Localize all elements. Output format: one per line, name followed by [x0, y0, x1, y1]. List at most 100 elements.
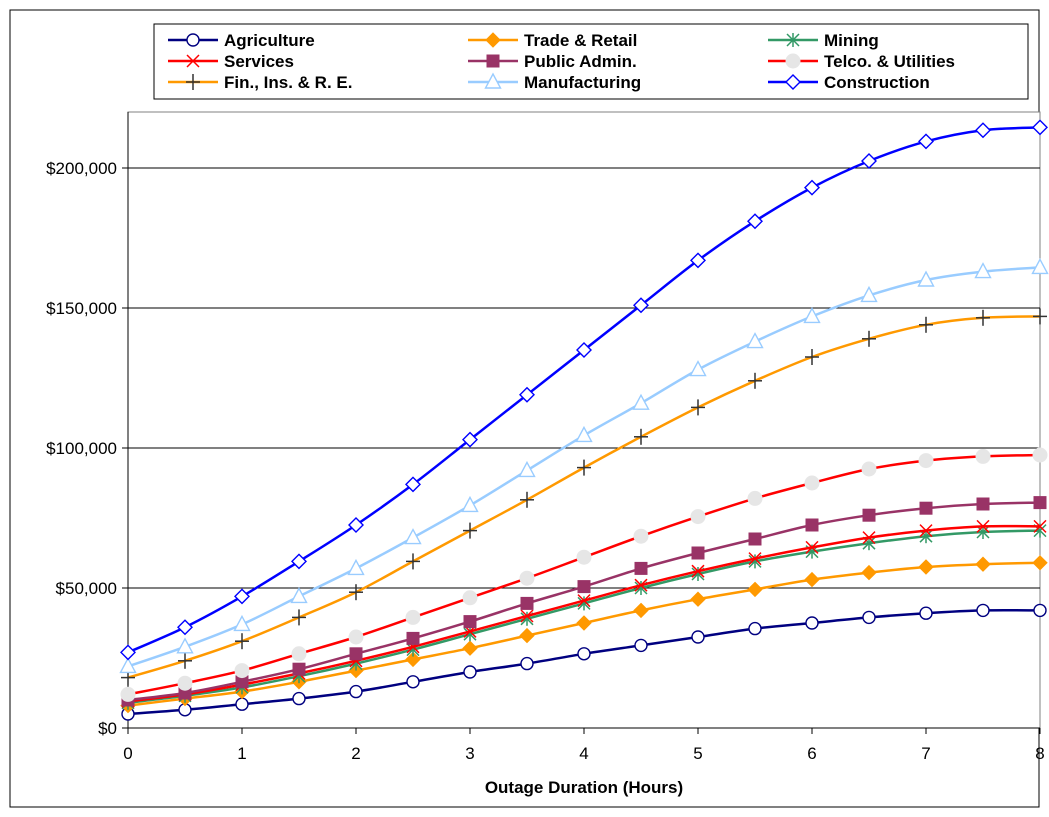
data-point-agriculture — [235, 697, 249, 711]
data-point-manufacturing — [746, 332, 764, 349]
series-group — [119, 119, 1049, 721]
data-point-telco-utilities — [576, 549, 592, 565]
data-point-manufacturing — [917, 270, 935, 287]
legend-item-manufacturing: Manufacturing — [468, 72, 641, 92]
legend-marker-manufacturing — [484, 72, 502, 89]
data-point-fin-ins-r-e — [805, 349, 819, 365]
data-point-telco-utilities — [234, 663, 250, 679]
data-point-construction — [861, 153, 877, 169]
data-point-manufacturing — [689, 360, 707, 377]
data-point-public-admin — [634, 561, 648, 575]
data-point-construction — [120, 644, 136, 661]
data-point-agriculture — [520, 656, 534, 671]
data-point-agriculture — [349, 684, 363, 699]
legend-marker-trade-retail — [485, 32, 501, 48]
data-point-trade-retail — [975, 556, 991, 572]
data-point-telco-utilities — [1032, 447, 1048, 463]
data-point-manufacturing — [176, 637, 194, 654]
data-point-trade-retail — [690, 591, 706, 607]
data-point-manufacturing — [575, 425, 593, 443]
y-tick-label: $150,000 — [46, 299, 117, 318]
legend-marker-mining — [786, 33, 800, 47]
legend-label-mining: Mining — [824, 31, 879, 50]
legend-label-trade-retail: Trade & Retail — [524, 31, 637, 50]
data-point-public-admin — [805, 518, 819, 532]
y-tick-label: $100,000 — [46, 439, 117, 458]
data-point-fin-ins-r-e — [1033, 308, 1047, 325]
legend-item-mining: Mining — [768, 31, 879, 50]
x-tick-label: 5 — [693, 744, 702, 763]
data-point-manufacturing — [347, 558, 365, 576]
data-point-agriculture — [862, 610, 876, 625]
data-point-manufacturing — [860, 285, 878, 303]
legend-marker-services — [186, 54, 200, 68]
data-point-public-admin — [919, 501, 933, 515]
series-services — [121, 519, 1047, 708]
data-point-trade-retail — [519, 627, 535, 644]
data-point-agriculture — [292, 691, 306, 706]
series-manufacturing — [119, 257, 1049, 674]
data-point-trade-retail — [405, 651, 421, 668]
data-point-fin-ins-r-e — [406, 553, 420, 570]
data-point-manufacturing — [518, 460, 536, 478]
legend-marker-fin-ins-r-e — [186, 74, 200, 90]
data-point-agriculture — [406, 675, 420, 689]
data-point-construction — [975, 122, 991, 139]
data-point-telco-utilities — [462, 590, 478, 606]
series-construction — [120, 119, 1048, 661]
data-point-telco-utilities — [690, 509, 706, 525]
legend-item-telco-utilities: Telco. & Utilities — [768, 52, 955, 71]
data-point-services — [520, 609, 534, 623]
data-point-fin-ins-r-e — [292, 609, 306, 626]
data-point-public-admin — [748, 532, 762, 546]
legend-item-fin-ins-r-e: Fin., Ins. & R. E. — [168, 73, 352, 92]
data-point-telco-utilities — [519, 570, 535, 586]
data-point-fin-ins-r-e — [235, 633, 249, 650]
x-axis-title: Outage Duration (Hours) — [485, 778, 683, 797]
data-point-agriculture — [691, 630, 705, 644]
data-point-fin-ins-r-e — [919, 316, 933, 333]
data-point-telco-utilities — [177, 675, 193, 691]
data-point-telco-utilities — [747, 490, 763, 506]
data-point-telco-utilities — [405, 609, 421, 625]
data-point-fin-ins-r-e — [862, 330, 876, 347]
legend: Agriculture Trade & Retail Mining Services P… — [168, 31, 955, 92]
data-point-fin-ins-r-e — [463, 522, 477, 539]
data-point-services — [919, 524, 933, 538]
x-tick-label: 8 — [1035, 744, 1044, 763]
data-point-services — [691, 564, 705, 578]
data-point-trade-retail — [633, 602, 649, 619]
data-point-telco-utilities — [348, 629, 364, 645]
data-point-construction — [405, 476, 421, 493]
x-tick-label: 1 — [237, 744, 246, 763]
x-tick-label: 0 — [123, 744, 132, 763]
y-axis-ticks: $0 $50,000 $100,000 $150,000 $200,000 — [46, 159, 128, 738]
data-point-telco-utilities — [633, 528, 649, 544]
data-point-manufacturing — [461, 495, 479, 513]
data-point-construction — [348, 517, 364, 533]
data-point-manufacturing — [404, 528, 422, 545]
data-point-manufacturing — [1031, 257, 1049, 275]
data-point-manufacturing — [233, 614, 251, 632]
legend-marker-telco-utilities — [785, 53, 801, 69]
x-tick-label: 7 — [921, 744, 930, 763]
data-point-manufacturing — [632, 393, 650, 410]
legend-label-agriculture: Agriculture — [224, 31, 315, 50]
x-axis-ticks: 0 1 2 3 4 5 6 7 8 — [123, 728, 1045, 763]
data-point-telco-utilities — [291, 646, 307, 662]
data-point-services — [577, 594, 591, 608]
data-point-trade-retail — [462, 640, 478, 656]
legend-item-construction: Construction — [768, 73, 930, 92]
data-point-public-admin — [862, 508, 876, 522]
legend-label-services: Services — [224, 52, 294, 71]
legend-label-construction: Construction — [824, 73, 930, 92]
legend-marker-agriculture — [186, 33, 200, 47]
data-point-construction — [1032, 119, 1048, 136]
data-point-construction — [234, 588, 250, 605]
data-point-telco-utilities — [975, 448, 991, 464]
data-point-services — [862, 531, 876, 545]
legend-item-agriculture: Agriculture — [168, 31, 315, 50]
data-point-manufacturing — [290, 586, 308, 604]
data-point-fin-ins-r-e — [691, 399, 705, 416]
y-tick-label: $50,000 — [56, 579, 117, 598]
